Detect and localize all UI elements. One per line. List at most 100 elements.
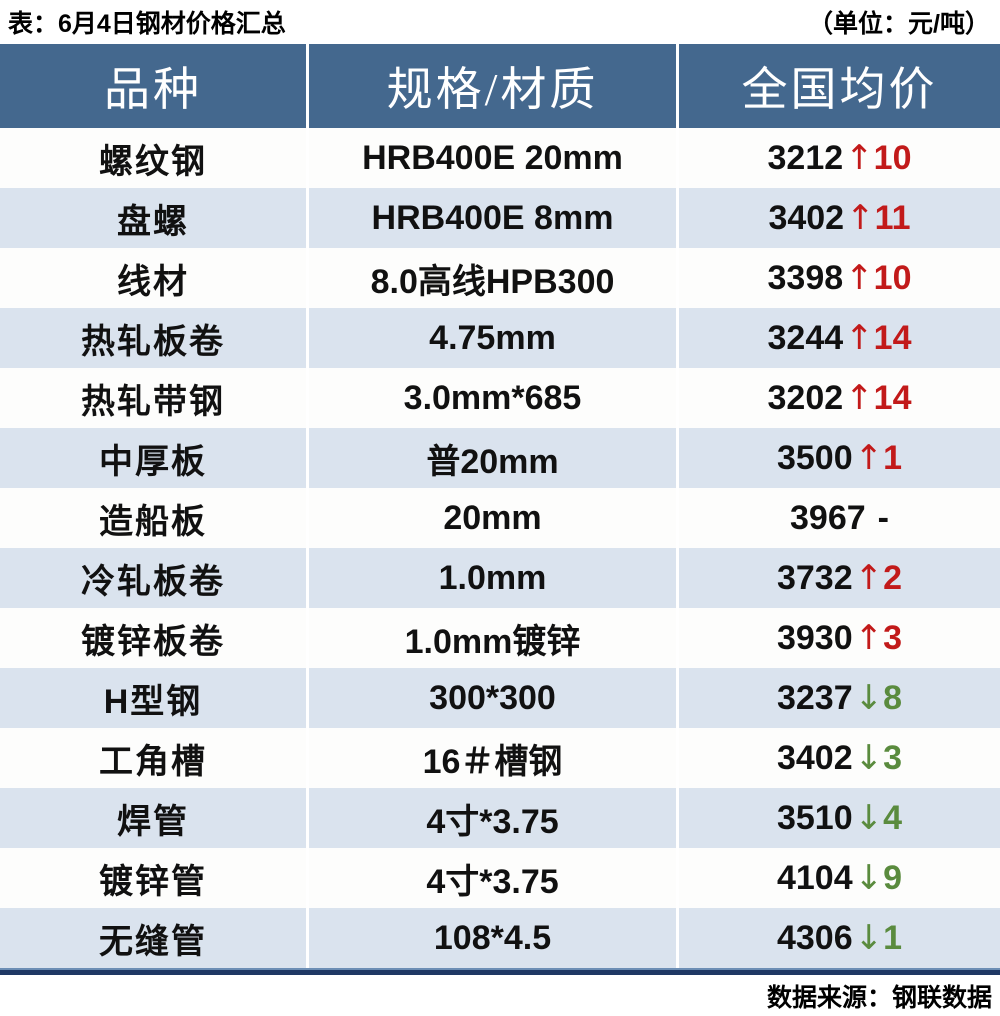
data-source-label: 数据来源：钢联数据 — [766, 983, 992, 1012]
product-cell: 造船板 — [99, 502, 207, 541]
spec-cell: HRB400E 20mm — [306, 128, 676, 188]
price-cell: 4104 ↓9 — [676, 848, 1000, 908]
change-value: 10 — [873, 259, 912, 297]
product-cell: 焊管 — [117, 802, 189, 841]
change-value: 9 — [883, 859, 903, 897]
price-value: 3510 — [776, 798, 853, 837]
table-row: 工角槽 16＃槽钢 3402 ↓3 — [0, 728, 1000, 788]
table-row: 镀锌板卷 1.0mm镀锌 3930 ↑3 — [0, 608, 1000, 668]
table-row: 盘螺 HRB400E 8mm 3402 ↑11 — [0, 188, 1000, 248]
change-value: 10 — [873, 139, 912, 177]
product-cell: 热轧板卷 — [81, 322, 225, 361]
change-value: 14 — [873, 319, 912, 357]
product-cell: 工角槽 — [99, 742, 207, 781]
table-row: 线材 8.0高线HPB300 3398 ↑10 — [0, 248, 1000, 308]
price-value: 3500 — [776, 438, 853, 477]
unit-label: （单位：元/吨） — [808, 10, 990, 38]
up-arrow-icon: ↑ — [845, 138, 874, 178]
up-arrow-icon: ↑ — [854, 438, 884, 478]
price-value: 3237 — [776, 678, 853, 717]
header-spec: 规格/材质 — [306, 44, 676, 128]
table-row: 焊管 4寸*3.75 3510 ↓4 — [0, 788, 1000, 848]
product-cell: H型钢 — [103, 682, 203, 721]
up-arrow-icon: ↑ — [846, 198, 875, 238]
table-header-row: 品种 规格/材质 全国均价 — [0, 44, 1000, 128]
price-cell: 3402 ↑11 — [676, 188, 1000, 248]
price-value: 3732 — [776, 558, 853, 597]
change-value: 1 — [883, 439, 903, 477]
price-change: ↑11 — [846, 198, 910, 238]
table-row: H型钢 300*300 3237 ↓8 — [0, 668, 1000, 728]
change-value: - — [877, 498, 889, 537]
table-row: 螺纹钢 HRB400E 20mm 3212 ↑10 — [0, 128, 1000, 188]
price-change: ↓1 — [855, 918, 902, 958]
price-change: ↓8 — [855, 678, 902, 718]
product-cell: 盘螺 — [117, 202, 189, 241]
down-arrow-icon: ↓ — [854, 918, 884, 958]
spec-cell: 16＃槽钢 — [306, 728, 676, 788]
up-arrow-icon: ↑ — [854, 618, 884, 658]
change-value: 3 — [883, 619, 903, 657]
price-change: ↑14 — [845, 378, 911, 418]
spec-cell: 1.0mm镀锌 — [306, 608, 676, 668]
footer-divider — [0, 968, 1000, 975]
table-title: 表：6月4日钢材价格汇总 — [8, 10, 286, 38]
spec-cell: 108*4.5 — [306, 908, 676, 968]
price-cell: 3244 ↑14 — [676, 308, 1000, 368]
product-cell: 中厚板 — [99, 442, 207, 481]
up-arrow-icon: ↑ — [845, 318, 874, 358]
table-row: 造船板 20mm 3967 - — [0, 488, 1000, 548]
price-value: 4104 — [776, 858, 853, 897]
price-change: ↓9 — [855, 858, 902, 898]
price-cell: 3212 ↑10 — [676, 128, 1000, 188]
spec-cell: 4寸*3.75 — [306, 848, 676, 908]
price-cell: 3398 ↑10 — [676, 248, 1000, 308]
price-change: ↑2 — [855, 558, 902, 598]
change-value: 3 — [883, 739, 903, 777]
price-change: ↑3 — [855, 618, 902, 658]
price-value: 3398 — [767, 258, 844, 297]
price-change: ↓3 — [855, 738, 902, 778]
price-value: 3244 — [767, 318, 844, 357]
header-average: 全国均价 — [676, 44, 1000, 128]
spec-cell: HRB400E 8mm — [306, 188, 676, 248]
change-value: 11 — [874, 199, 911, 237]
price-cell: 3930 ↑3 — [676, 608, 1000, 668]
change-value: 8 — [883, 679, 903, 717]
price-value: 3202 — [767, 378, 844, 417]
table-row: 镀锌管 4寸*3.75 4104 ↓9 — [0, 848, 1000, 908]
product-cell: 螺纹钢 — [99, 142, 207, 181]
product-cell: 热轧带钢 — [81, 382, 225, 421]
product-cell: 镀锌板卷 — [81, 622, 225, 661]
product-cell: 镀锌管 — [99, 862, 207, 901]
price-change: ↑10 — [845, 138, 911, 178]
table-row: 热轧带钢 3.0mm*685 3202 ↑14 — [0, 368, 1000, 428]
table-row: 中厚板 普20mm 3500 ↑1 — [0, 428, 1000, 488]
spec-cell: 普20mm — [306, 428, 676, 488]
price-change: ↑10 — [845, 258, 911, 298]
footer-bar: 数据来源：钢联数据 — [0, 975, 1000, 1016]
change-value: 4 — [883, 799, 903, 837]
header-product: 品种 — [104, 64, 202, 115]
price-value: 3212 — [767, 138, 844, 177]
product-cell: 冷轧板卷 — [81, 562, 225, 601]
price-value: 3402 — [776, 738, 853, 777]
up-arrow-icon: ↑ — [845, 258, 874, 298]
down-arrow-icon: ↓ — [854, 678, 884, 718]
up-arrow-icon: ↑ — [845, 378, 874, 418]
up-arrow-icon: ↑ — [854, 558, 884, 598]
price-change: ↑14 — [845, 318, 911, 358]
change-value: 14 — [873, 379, 912, 417]
price-change: ↑1 — [855, 438, 902, 478]
table-row: 热轧板卷 4.75mm 3244 ↑14 — [0, 308, 1000, 368]
spec-cell: 300*300 — [306, 668, 676, 728]
change-value: 2 — [883, 559, 903, 597]
down-arrow-icon: ↓ — [854, 738, 884, 778]
spec-cell: 1.0mm — [306, 548, 676, 608]
price-value: 3402 — [768, 198, 845, 237]
price-change: ↓4 — [855, 798, 902, 838]
product-cell: 无缝管 — [99, 922, 207, 961]
price-cell: 3510 ↓4 — [676, 788, 1000, 848]
table-body: 螺纹钢 HRB400E 20mm 3212 ↑10 盘螺 HRB400E 8mm… — [0, 128, 1000, 968]
price-value: 4306 — [776, 918, 853, 957]
